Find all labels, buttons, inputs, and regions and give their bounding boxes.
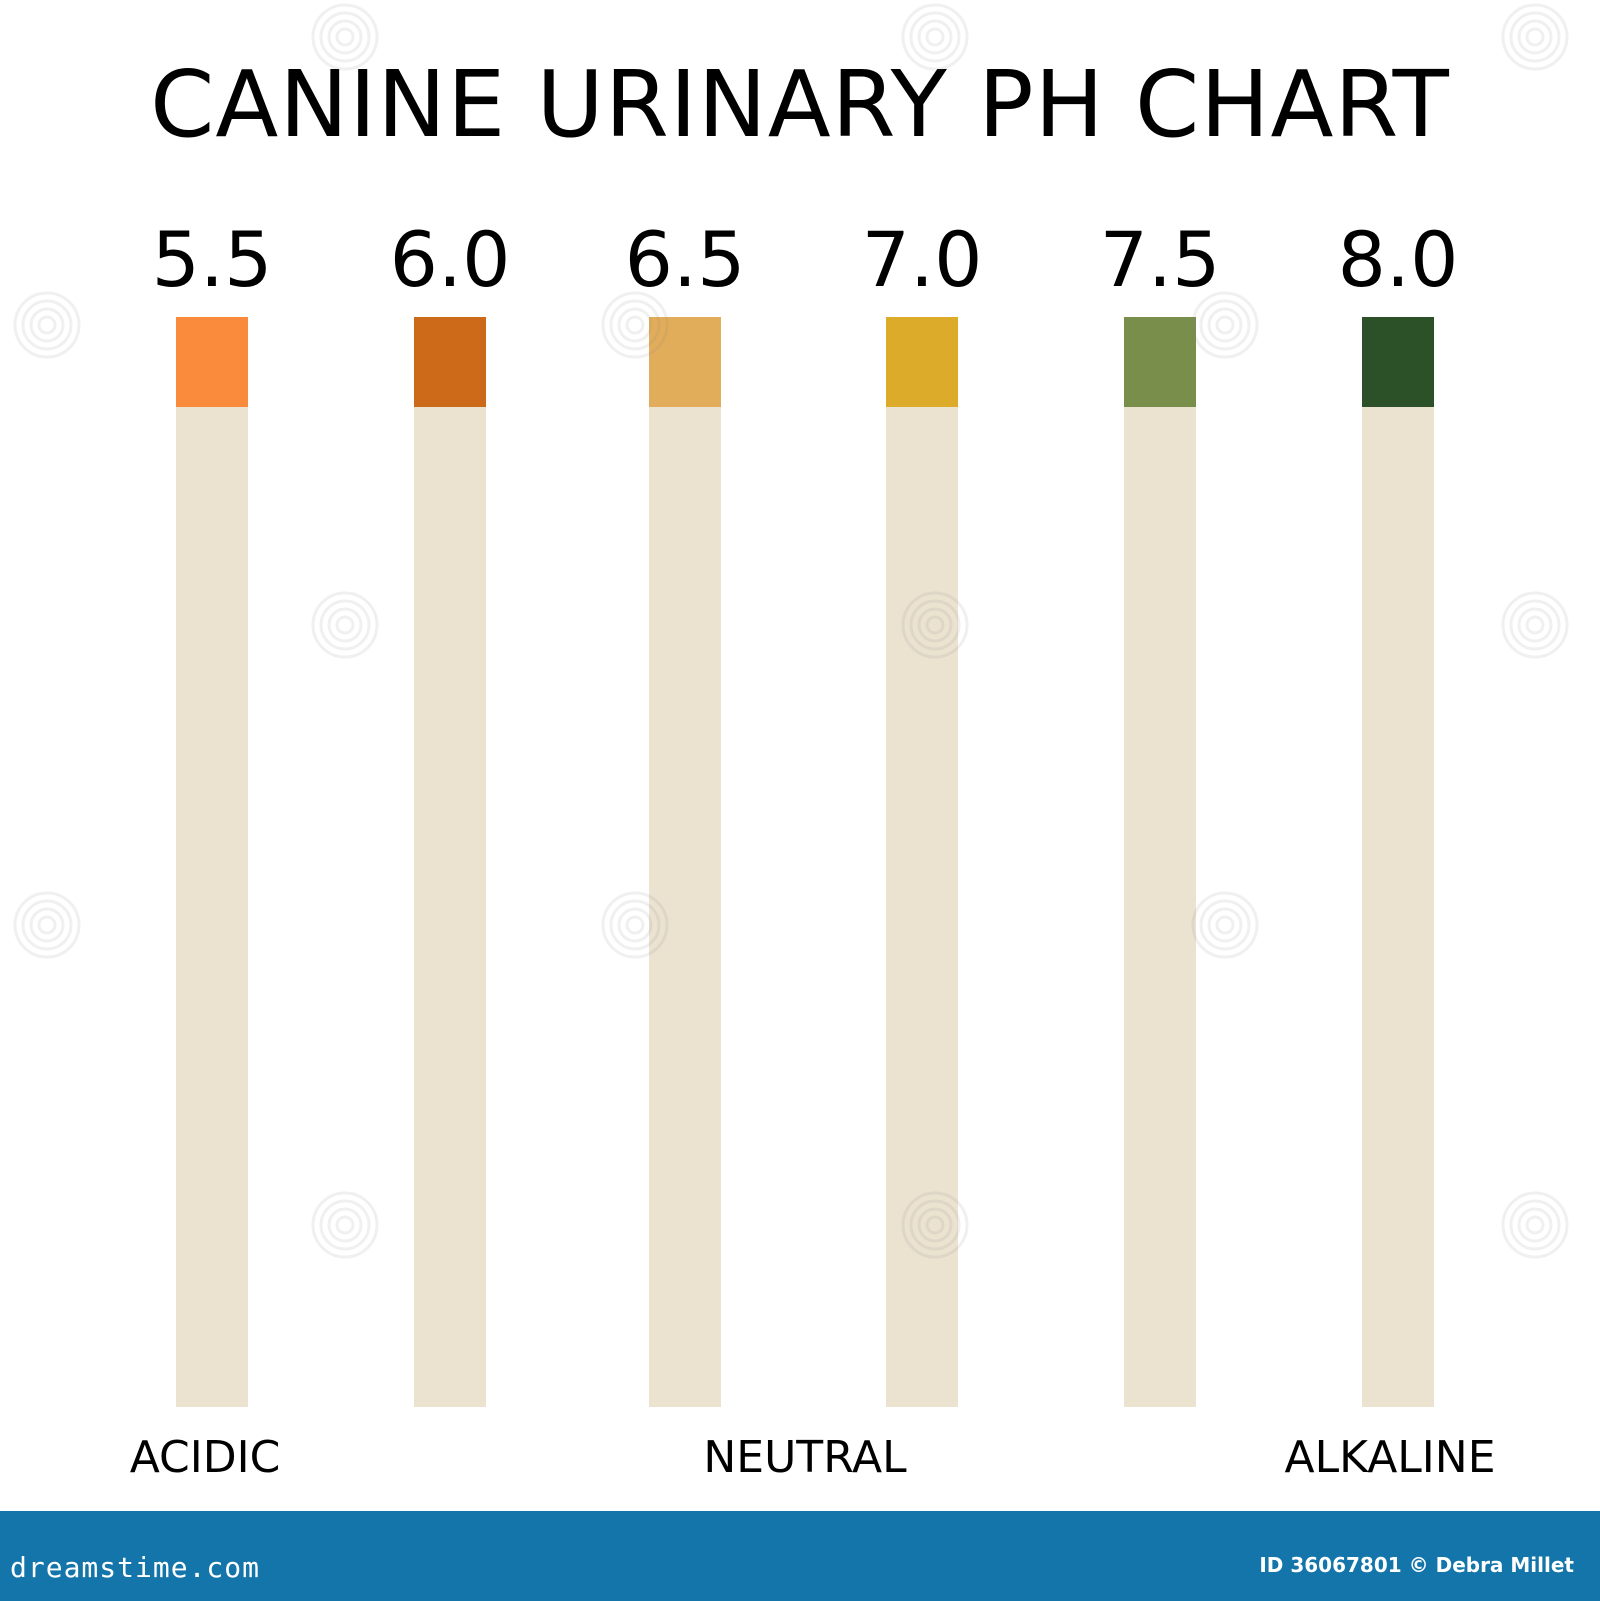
ph-strip-column: 6.5 [565, 222, 805, 1412]
scale-label-neutral: NEUTRAL [703, 1432, 907, 1483]
ph-color-pad [414, 317, 486, 407]
ph-strip-column: 5.5 [92, 222, 332, 1412]
spiral-watermark-icon [13, 891, 81, 959]
ph-color-pad [176, 317, 248, 407]
ph-value-label: 7.0 [861, 215, 983, 304]
spiral-watermark-icon [13, 291, 81, 359]
chart-title: CANINE URINARY PH CHART [150, 51, 1450, 158]
ph-value-label: 7.5 [1099, 215, 1221, 304]
ph-test-strip [1124, 317, 1196, 1407]
ph-color-pad [649, 317, 721, 407]
ph-strip-column: 7.0 [802, 222, 1042, 1412]
ph-value-label: 6.0 [389, 215, 511, 304]
ph-color-pad [1362, 317, 1434, 407]
ph-value-label: 6.5 [624, 215, 746, 304]
ph-value-label: 5.5 [151, 215, 273, 304]
footer-credit: ID 36067801 © Debra Millet [1259, 1553, 1574, 1577]
ph-test-strip [649, 317, 721, 1407]
footer-brand[interactable]: dreamstime.com [10, 1551, 261, 1584]
footer-bar: dreamstime.com ID 36067801 © Debra Mille… [0, 1511, 1600, 1601]
ph-color-pad [886, 317, 958, 407]
ph-test-strip [414, 317, 486, 1407]
ph-strip-column: 7.5 [1040, 222, 1280, 1412]
ph-value-label: 8.0 [1337, 215, 1459, 304]
ph-test-strip [176, 317, 248, 1407]
ph-strip-column: 8.0 [1278, 222, 1518, 1412]
scale-label-alkaline: ALKALINE [1284, 1432, 1496, 1483]
ph-test-strip [1362, 317, 1434, 1407]
ph-color-pad [1124, 317, 1196, 407]
ph-test-strip [886, 317, 958, 1407]
ph-strip-column: 6.0 [330, 222, 570, 1412]
scale-label-acidic: ACIDIC [129, 1432, 281, 1483]
